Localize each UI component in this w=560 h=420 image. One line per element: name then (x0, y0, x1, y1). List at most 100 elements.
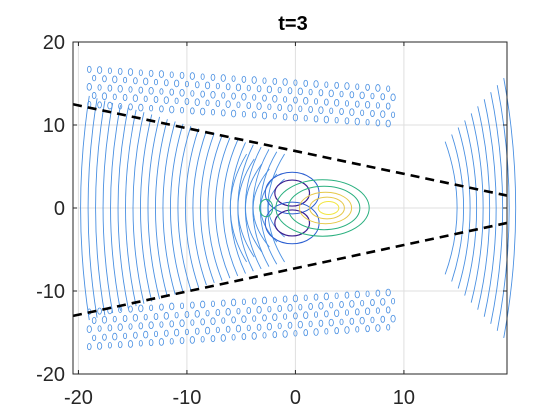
wave-speckle (163, 312, 169, 320)
wave-speckle (230, 298, 237, 307)
side-contour (259, 198, 274, 218)
positive-peak-contour (317, 200, 340, 216)
wave-speckle (324, 328, 329, 335)
wave-contour-line (132, 112, 145, 304)
wave-speckle (251, 297, 257, 305)
wave-speckle (200, 90, 205, 98)
wave-speckle (210, 335, 216, 343)
wave-speckle (246, 84, 251, 92)
wave-speckle (344, 326, 350, 334)
wave-speckle (303, 294, 308, 302)
y-tick-label: 0 (54, 198, 65, 220)
wave-speckle (266, 85, 272, 94)
wave-speckle (133, 331, 138, 339)
wave-speckle (334, 81, 339, 89)
wave-speckle (365, 83, 370, 91)
wave-speckle (159, 88, 164, 95)
wave-speckle (375, 84, 381, 92)
wave-contour-line (169, 123, 184, 293)
wave-speckle (153, 312, 159, 320)
wave-speckle (184, 328, 189, 336)
wave-speckle (256, 323, 262, 331)
wave-speckle (334, 116, 339, 124)
wave-speckle (164, 329, 169, 337)
wave-speckle (210, 73, 216, 81)
wave-speckle (241, 333, 247, 341)
wave-speckle (127, 68, 134, 76)
wave-speckle (385, 102, 391, 110)
wave-speckle (303, 96, 309, 105)
wave-speckle (86, 325, 92, 333)
wave-speckle (96, 66, 103, 74)
wave-speckle (184, 80, 189, 88)
wave-speckle (163, 96, 169, 104)
wave-speckle (323, 292, 329, 301)
wave-speckle (112, 93, 117, 101)
wave-speckle (138, 69, 143, 76)
wave-speckle (194, 310, 200, 318)
wave-speckle (328, 89, 334, 98)
wave-speckle (107, 67, 112, 74)
wave-speckle (375, 119, 381, 127)
wave-speckle (380, 298, 386, 306)
wave-speckle (246, 324, 251, 332)
wave-speckle (339, 301, 344, 309)
wave-speckle (251, 332, 257, 340)
wave-speckle (272, 313, 278, 322)
wave-speckle (251, 111, 257, 119)
wave-speckle (241, 92, 247, 101)
wave-speckle (221, 317, 226, 324)
wave-speckle (138, 103, 144, 112)
wave-speckle (267, 305, 272, 313)
wave-speckle (308, 303, 313, 311)
wave-speckle (293, 96, 298, 104)
wave-contour-line (457, 127, 471, 289)
wave-speckle (370, 316, 375, 324)
wave-speckle (261, 111, 268, 120)
y-tick-label: 20 (43, 32, 65, 54)
wave-speckle (112, 75, 118, 84)
wave-speckle (241, 75, 247, 83)
wave-speckle (386, 324, 391, 331)
wave-speckle (158, 338, 165, 346)
wave-speckle (169, 105, 175, 114)
wave-speckle (220, 74, 226, 82)
wave-speckle (334, 98, 340, 107)
wave-speckle (102, 333, 107, 341)
wave-speckle (308, 88, 313, 96)
wave-speckle (308, 105, 313, 113)
wave-contour-line (222, 139, 239, 277)
wave-speckle (204, 81, 211, 90)
wave-speckle (236, 101, 241, 109)
wave-speckle (391, 298, 396, 305)
wave-speckle (282, 113, 288, 121)
wave-speckle (385, 306, 391, 314)
wave-speckle (349, 108, 355, 116)
wave-speckle (215, 308, 221, 316)
wave-speckle (92, 334, 97, 342)
wave-speckle (303, 329, 309, 337)
wave-speckle (159, 321, 164, 328)
wave-speckle (308, 320, 313, 328)
wave-speckle (190, 319, 195, 326)
wave-speckle (101, 92, 108, 100)
wave-speckle (375, 102, 380, 109)
wave-speckle (220, 334, 226, 342)
wave-speckle (298, 105, 303, 113)
wave-speckle (324, 98, 329, 106)
wave-speckle (194, 327, 200, 335)
wave-speckle (179, 71, 185, 79)
wave-contour-line (207, 135, 223, 281)
x-tick-label: -10 (172, 387, 201, 409)
wave-speckle (143, 313, 148, 321)
wave-speckle (370, 92, 375, 100)
wave-speckle (339, 318, 344, 326)
wave-speckle (97, 325, 102, 332)
wave-speckle (277, 305, 282, 313)
wave-contour-line (464, 120, 478, 296)
wave-speckle (303, 311, 309, 320)
wave-speckle (355, 83, 360, 90)
wave-speckle (154, 78, 159, 86)
wave-speckle (355, 326, 360, 333)
wave-speckle (334, 292, 339, 300)
